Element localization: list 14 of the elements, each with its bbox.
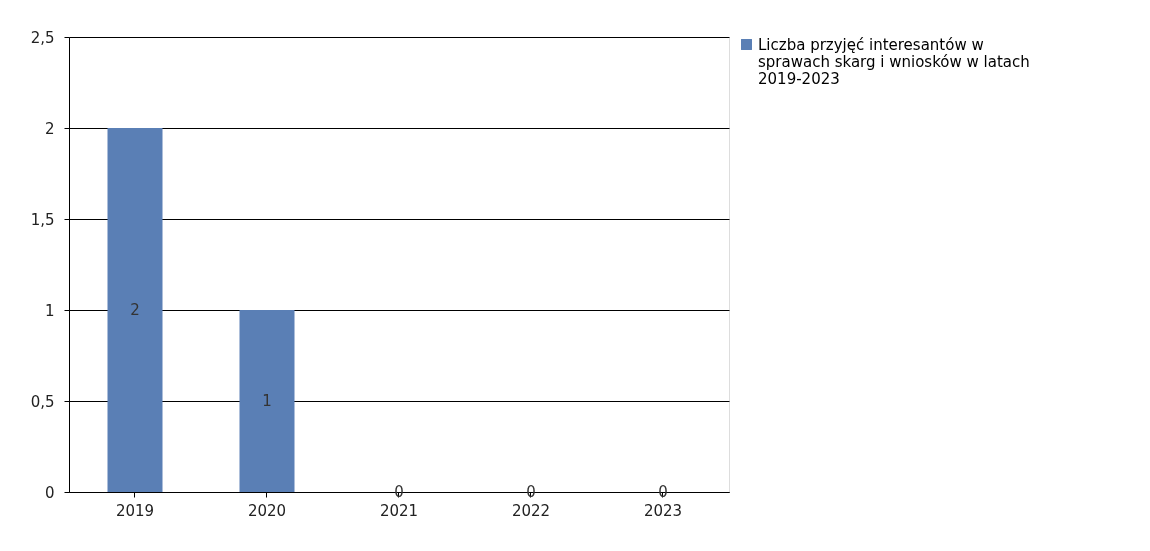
y-tick-label: 1 xyxy=(44,301,55,320)
x-tick-label: 2019 xyxy=(115,501,155,520)
legend-label: Liczba przyjęć interesantów w sprawach skarg i wniosków w latach 2019-2023 xyxy=(758,35,1030,88)
y-tick-label: 0 xyxy=(44,483,55,502)
data-label: 2 xyxy=(130,301,140,319)
y-tick-label: 1,5 xyxy=(30,210,55,229)
x-tick-label: 2022 xyxy=(511,501,551,520)
x-tick-label: 2021 xyxy=(379,501,419,520)
x-tick-label: 2020 xyxy=(247,501,287,520)
data-label: 1 xyxy=(262,392,272,410)
y-tick-label: 0,5 xyxy=(30,392,55,411)
y-tick-label: 2 xyxy=(44,119,55,138)
y-tick-label: 2,5 xyxy=(30,28,55,47)
x-tick-label: 2023 xyxy=(643,501,683,520)
